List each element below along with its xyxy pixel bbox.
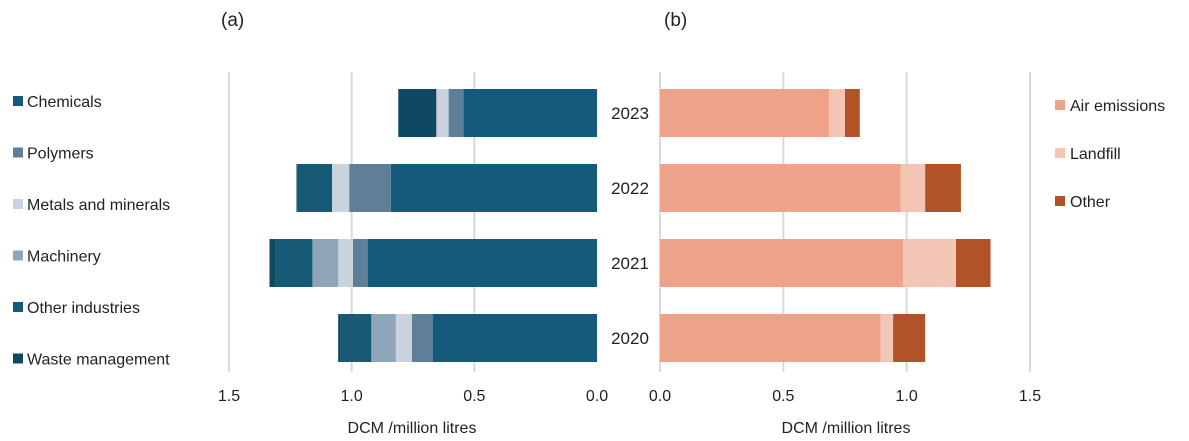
panel-a-x-axis-title: DCM /million litres	[348, 420, 477, 437]
panel-a-bar-polymers-2023	[448, 89, 464, 137]
panel-b-bar-landfill-2022	[900, 164, 926, 212]
legend-label-other: Other	[1070, 194, 1111, 211]
panel-a-tick-label: 1.0	[341, 388, 363, 405]
panel-b-bars	[660, 89, 991, 362]
panel-b-tick-label: 0.5	[772, 388, 794, 405]
panel-b-bar-air-emissions-2023	[660, 89, 829, 137]
legend-label-waste-management: Waste management	[27, 352, 170, 369]
panel-a-bar-waste-management-2023	[398, 89, 437, 137]
legend-swatch-other-industries	[13, 302, 23, 312]
panel-a-tick-label: 0.0	[586, 388, 608, 405]
panel-b-tick-label: 1.0	[896, 388, 918, 405]
legend-swatch-metals-and-minerals	[13, 199, 23, 209]
panel-a-bars	[269, 89, 597, 362]
panel-label-b: (b)	[664, 10, 687, 31]
panel-a-bar-chemicals-2021	[367, 239, 597, 287]
panel-a-bar-metals-and-minerals-2022	[332, 164, 350, 212]
panel-a-bar-chemicals-2020	[432, 314, 597, 362]
panel-a-tick-label: 1.5	[218, 388, 240, 405]
panel-a-bar-waste-management-2020	[338, 314, 341, 362]
panel-b-bar-other-2021	[956, 239, 991, 287]
panel-a-bar-waste-management-2022	[296, 164, 298, 212]
panel-a-bar-machinery-2020	[371, 314, 396, 362]
panel-a-bar-metals-and-minerals-2020	[395, 314, 412, 362]
legend-label-landfill: Landfill	[1070, 146, 1121, 163]
legend-swatch-machinery	[13, 250, 23, 261]
legend-swatch-polymers	[13, 147, 23, 158]
year-label-2020: 2020	[611, 329, 649, 348]
year-label-2023: 2023	[611, 104, 649, 123]
legend-swatch-air-emissions	[1055, 100, 1065, 110]
panel-b-legend: Air emissions Landfill Other	[1055, 98, 1165, 211]
panel-a-tick-label: 0.5	[463, 388, 485, 405]
panel-a-bar-metals-and-minerals-2021	[338, 239, 353, 287]
panel-b-bar-other-2023	[845, 89, 860, 137]
panel-b-bar-landfill-2023	[828, 89, 845, 137]
panel-b-bar-air-emissions-2022	[660, 164, 901, 212]
panel-a-bar-chemicals-2023	[463, 89, 597, 137]
panel-b-bar-landfill-2021	[902, 239, 956, 287]
panel-b-bar-other-2020	[893, 314, 926, 362]
legend-swatch-landfill	[1055, 148, 1065, 158]
legend-label-air-emissions: Air emissions	[1070, 98, 1165, 115]
panel-a-bar-other-industries-2022	[297, 164, 333, 212]
panel-b-bar-air-emissions-2021	[660, 239, 903, 287]
panel-label-a: (a)	[221, 10, 244, 31]
year-labels: 2023 2022 2021 2020	[611, 104, 649, 348]
legend-label-metals-and-minerals: Metals and minerals	[27, 197, 170, 214]
panel-b-tick-label: 1.5	[1019, 388, 1041, 405]
legend-label-polymers: Polymers	[27, 146, 94, 163]
legend-swatch-waste-management	[13, 353, 23, 364]
panel-a-bar-chemicals-2022	[390, 164, 597, 212]
panel-b-tick-labels: 0.0 0.5 1.0 1.5	[649, 388, 1041, 405]
legend-label-machinery: Machinery	[27, 249, 101, 266]
panel-a-bar-other-industries-2021	[275, 239, 313, 287]
panel-b-tick-label: 0.0	[649, 388, 671, 405]
panel-b-bar-landfill-2020	[880, 314, 894, 362]
legend-label-other-industries: Other industries	[27, 300, 140, 317]
panel-a-bar-metals-and-minerals-2023	[436, 89, 449, 137]
panel-a-legend: Chemicals Polymers Metals and minerals Mach…	[13, 94, 170, 369]
panel-a-tick-labels: 1.5 1.0 0.5 0.0	[218, 388, 608, 405]
panel-a-bar-polymers-2021	[352, 239, 368, 287]
panel-b-bar-air-emissions-2020	[660, 314, 881, 362]
panel-b-bar-other-2022	[925, 164, 961, 212]
panel-a-bar-polymers-2022	[349, 164, 391, 212]
legend-label-chemicals: Chemicals	[27, 94, 102, 111]
panel-a-bar-machinery-2021	[312, 239, 339, 287]
panel-a-bar-other-industries-2020	[340, 314, 372, 362]
year-label-2022: 2022	[611, 179, 649, 198]
year-label-2021: 2021	[611, 254, 649, 273]
panel-a-bar-polymers-2020	[411, 314, 433, 362]
panel-b-x-axis-title: DCM /million litres	[782, 420, 911, 437]
legend-swatch-other	[1055, 196, 1065, 206]
panel-a-bar-waste-management-2021	[269, 239, 276, 287]
legend-swatch-chemicals	[13, 96, 23, 106]
